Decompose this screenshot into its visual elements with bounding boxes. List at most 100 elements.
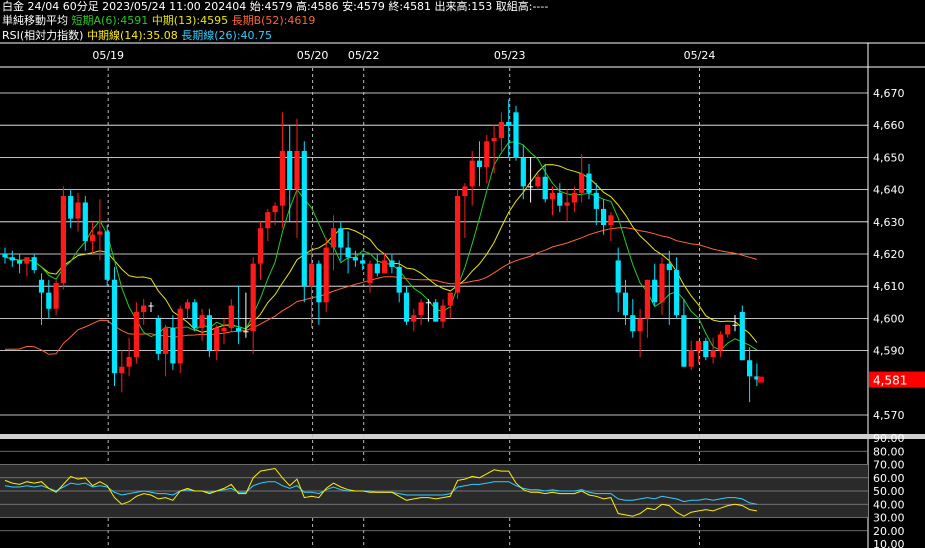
candle-body xyxy=(688,350,694,367)
candle-body xyxy=(382,260,388,274)
candle-body xyxy=(90,234,96,242)
price-tick-label: 4,670 xyxy=(873,87,905,100)
candle-body xyxy=(447,292,453,306)
candle-body xyxy=(506,121,512,126)
candle-body xyxy=(111,279,118,374)
price-tick-label: 4,620 xyxy=(873,248,905,261)
candle-body xyxy=(257,228,264,264)
candle-body xyxy=(265,212,271,229)
candle-body xyxy=(659,263,665,303)
candle-body xyxy=(163,328,169,354)
moving-average-layer xyxy=(4,141,758,355)
candle-body xyxy=(53,282,59,309)
candle-body xyxy=(630,315,636,332)
candle-layer xyxy=(2,99,764,403)
candle-body xyxy=(747,360,753,377)
candle-body xyxy=(703,340,709,358)
date-label: 05/22 xyxy=(348,49,380,62)
candle-body xyxy=(141,305,147,312)
candle-body xyxy=(214,328,220,351)
candle-body xyxy=(309,263,315,287)
candle-body xyxy=(586,173,592,193)
rsi-mid-line xyxy=(4,467,757,517)
ma-mid-line xyxy=(4,164,758,343)
ma-legend: 単純移動平均 短期A(6):4591 中期(13):4595 長期B(52):4… xyxy=(2,14,315,27)
candle-body xyxy=(316,263,322,303)
price-tick-label: 4,590 xyxy=(873,345,905,358)
rsi-mid-legend: 中期線(14):35.08 xyxy=(86,29,178,42)
candle-body xyxy=(644,279,650,319)
candle-body xyxy=(360,260,366,264)
candle-body xyxy=(126,357,132,367)
candle-body xyxy=(184,302,191,309)
candle-body xyxy=(177,308,183,364)
candle-body xyxy=(484,141,490,168)
rsi-tick-label: 20.00 xyxy=(873,525,905,538)
candle-body xyxy=(601,208,607,226)
rsi-tick-label: 50.00 xyxy=(873,485,905,498)
candle-body xyxy=(272,205,278,213)
rsi-tick-label: 10.00 xyxy=(873,538,905,548)
candle-body xyxy=(557,192,563,206)
price-tick-label: 4,660 xyxy=(873,119,905,132)
last-price-dot xyxy=(757,376,764,383)
ma-mid-legend: 中期(13):4595 xyxy=(151,14,229,27)
candle-body xyxy=(352,257,358,261)
candle-body xyxy=(520,157,526,187)
rsi-legend-title: RSI(相対力指数) xyxy=(2,29,84,42)
candle-body xyxy=(60,196,66,283)
rsi-tick-label: 40.00 xyxy=(873,498,905,511)
candle-body xyxy=(221,328,227,332)
chart-info-line: 白金 24/04 60分足 2023/05/24 11:00 202404 始:… xyxy=(2,0,548,13)
candle-body xyxy=(68,196,74,219)
candle-body xyxy=(542,176,548,200)
candle-body xyxy=(433,302,439,322)
candle-body xyxy=(2,254,8,258)
candle-body xyxy=(38,279,45,293)
candle-body xyxy=(192,302,198,329)
candle-body xyxy=(243,331,249,333)
last-price-tag xyxy=(869,371,925,388)
candle-body xyxy=(717,334,723,351)
rsi-tick-label: 80.00 xyxy=(873,445,905,458)
candle-body xyxy=(133,311,139,358)
candle-body xyxy=(579,173,585,193)
candle-body xyxy=(725,324,731,335)
ma-long-line xyxy=(4,227,758,355)
candle-body xyxy=(425,302,431,304)
candle-body xyxy=(374,263,380,274)
candle-body xyxy=(345,247,351,258)
candle-body xyxy=(82,202,88,242)
candle-body xyxy=(411,315,417,322)
candle-body xyxy=(31,257,37,271)
candle-body xyxy=(498,121,504,139)
rsi-tick-label: 30.00 xyxy=(873,512,905,525)
candle-body xyxy=(739,311,745,361)
rsi-tick-label: 90.00 xyxy=(873,432,905,445)
rsi-legend: RSI(相対力指数) 中期線(14):35.08 長期線(26):40.75 xyxy=(2,29,272,42)
candle-body xyxy=(440,305,446,322)
candle-body xyxy=(528,186,534,188)
price-tick-label: 4,630 xyxy=(873,216,905,229)
price-tick-label: 4,610 xyxy=(873,280,905,293)
candle-body xyxy=(622,292,629,316)
price-tick-label: 4,600 xyxy=(873,312,905,325)
candle-body xyxy=(462,186,468,197)
last-price-label: 4,581 xyxy=(873,374,907,388)
ma-short-line xyxy=(4,141,758,351)
ma-legend-title: 単純移動平均 xyxy=(2,14,68,27)
candle-body xyxy=(367,263,373,283)
price-tick-label: 4,640 xyxy=(873,184,905,197)
candle-body xyxy=(455,196,461,293)
candle-body xyxy=(513,112,519,158)
candle-body xyxy=(666,263,672,271)
candle-body xyxy=(403,292,410,322)
candle-body xyxy=(564,202,570,206)
candle-body xyxy=(535,176,541,187)
candle-body xyxy=(593,192,599,209)
candle-body xyxy=(608,215,614,226)
rsi-long-legend: 長期線(26):40.75 xyxy=(181,29,273,42)
date-label: 05/24 xyxy=(684,49,716,62)
candle-body xyxy=(615,260,621,293)
